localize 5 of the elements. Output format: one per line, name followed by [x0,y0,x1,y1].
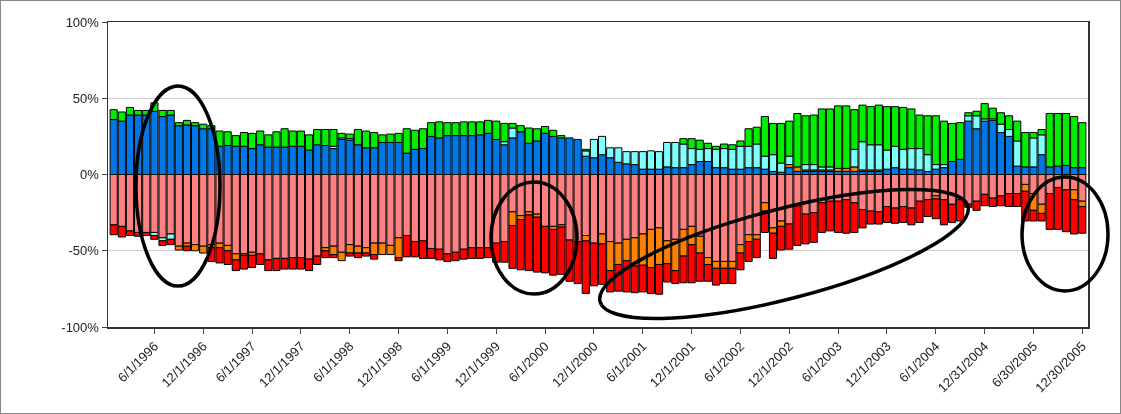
y-tick-label: 50% [72,90,100,106]
y-tick-label: -100% [61,319,100,335]
y-tick-label: 100% [65,14,100,30]
y-tick-label: -50% [68,243,100,259]
y-tick-label: 0% [80,167,100,183]
